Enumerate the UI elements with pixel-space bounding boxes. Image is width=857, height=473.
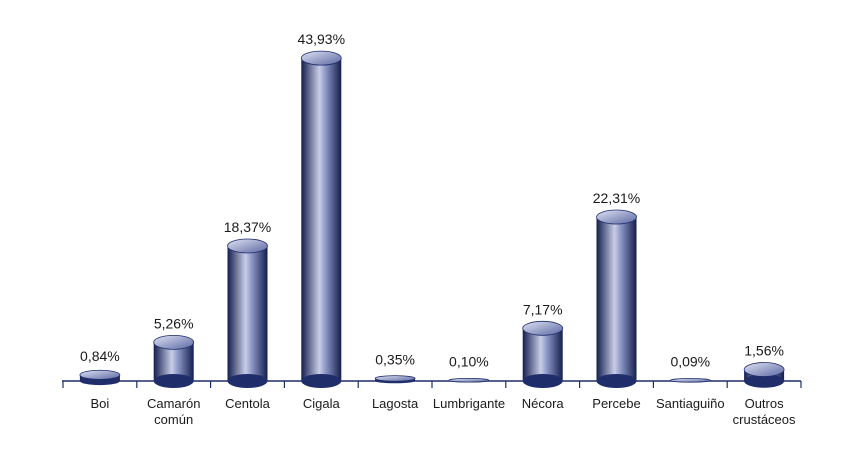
value-label: 7,17% bbox=[523, 301, 563, 317]
bar-top bbox=[522, 320, 564, 336]
bar-top bbox=[300, 50, 342, 66]
bar-base bbox=[153, 374, 194, 388]
bar-body bbox=[301, 58, 342, 381]
bar-body bbox=[522, 328, 563, 381]
value-label: 0,35% bbox=[375, 351, 415, 367]
bar-top bbox=[743, 362, 785, 377]
bar bbox=[448, 377, 490, 383]
bar bbox=[669, 378, 711, 383]
bar bbox=[522, 320, 564, 388]
x-tick-label: Lagosta bbox=[371, 396, 419, 411]
bar-base bbox=[301, 374, 342, 388]
value-label: 0,10% bbox=[449, 353, 489, 369]
bar bbox=[79, 369, 121, 386]
bar bbox=[374, 375, 416, 384]
value-label: 1,56% bbox=[744, 343, 784, 359]
bar bbox=[153, 334, 195, 388]
value-label: 22,31% bbox=[593, 190, 640, 206]
x-tick-label: Percebe bbox=[592, 396, 641, 411]
bar-top bbox=[227, 238, 268, 254]
bar-base bbox=[522, 374, 563, 388]
x-tick-label: Lumbrigante bbox=[432, 396, 506, 411]
bar-base bbox=[227, 374, 268, 388]
x-tick-label: Cigala bbox=[302, 396, 340, 411]
x-tick-label: Boi bbox=[90, 396, 110, 411]
value-label: 0,09% bbox=[670, 353, 710, 369]
x-tick-label: Nécora bbox=[521, 396, 564, 411]
bar-base bbox=[744, 374, 785, 388]
bar-body bbox=[227, 245, 268, 381]
x-tick-label: Camarón común bbox=[146, 396, 201, 427]
value-label: 18,37% bbox=[224, 219, 271, 235]
bar-top bbox=[448, 377, 490, 383]
x-tick-label: Santiaguiño bbox=[655, 396, 725, 411]
bar bbox=[743, 362, 785, 388]
bar bbox=[596, 209, 637, 388]
bar-top bbox=[669, 378, 711, 383]
value-label: 0,84% bbox=[80, 348, 120, 364]
bar bbox=[300, 50, 342, 388]
bar-top bbox=[79, 369, 121, 380]
x-tick-label: Outros crustáceos bbox=[732, 396, 796, 427]
bar-top bbox=[374, 375, 416, 382]
bar-top bbox=[153, 334, 195, 350]
value-label: 43,93% bbox=[298, 31, 345, 47]
value-label: 5,26% bbox=[154, 315, 194, 331]
bar bbox=[227, 238, 268, 388]
bar-body bbox=[596, 217, 637, 381]
x-tick-label: Centola bbox=[225, 396, 270, 411]
bar-base bbox=[596, 374, 637, 388]
bar-top bbox=[596, 209, 637, 225]
